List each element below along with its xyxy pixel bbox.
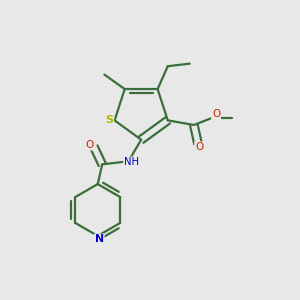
Text: O: O	[86, 140, 94, 150]
Text: O: O	[212, 109, 220, 119]
Text: NH: NH	[124, 158, 139, 167]
Text: S: S	[105, 115, 113, 125]
Text: N: N	[95, 234, 104, 244]
Text: O: O	[195, 142, 203, 152]
